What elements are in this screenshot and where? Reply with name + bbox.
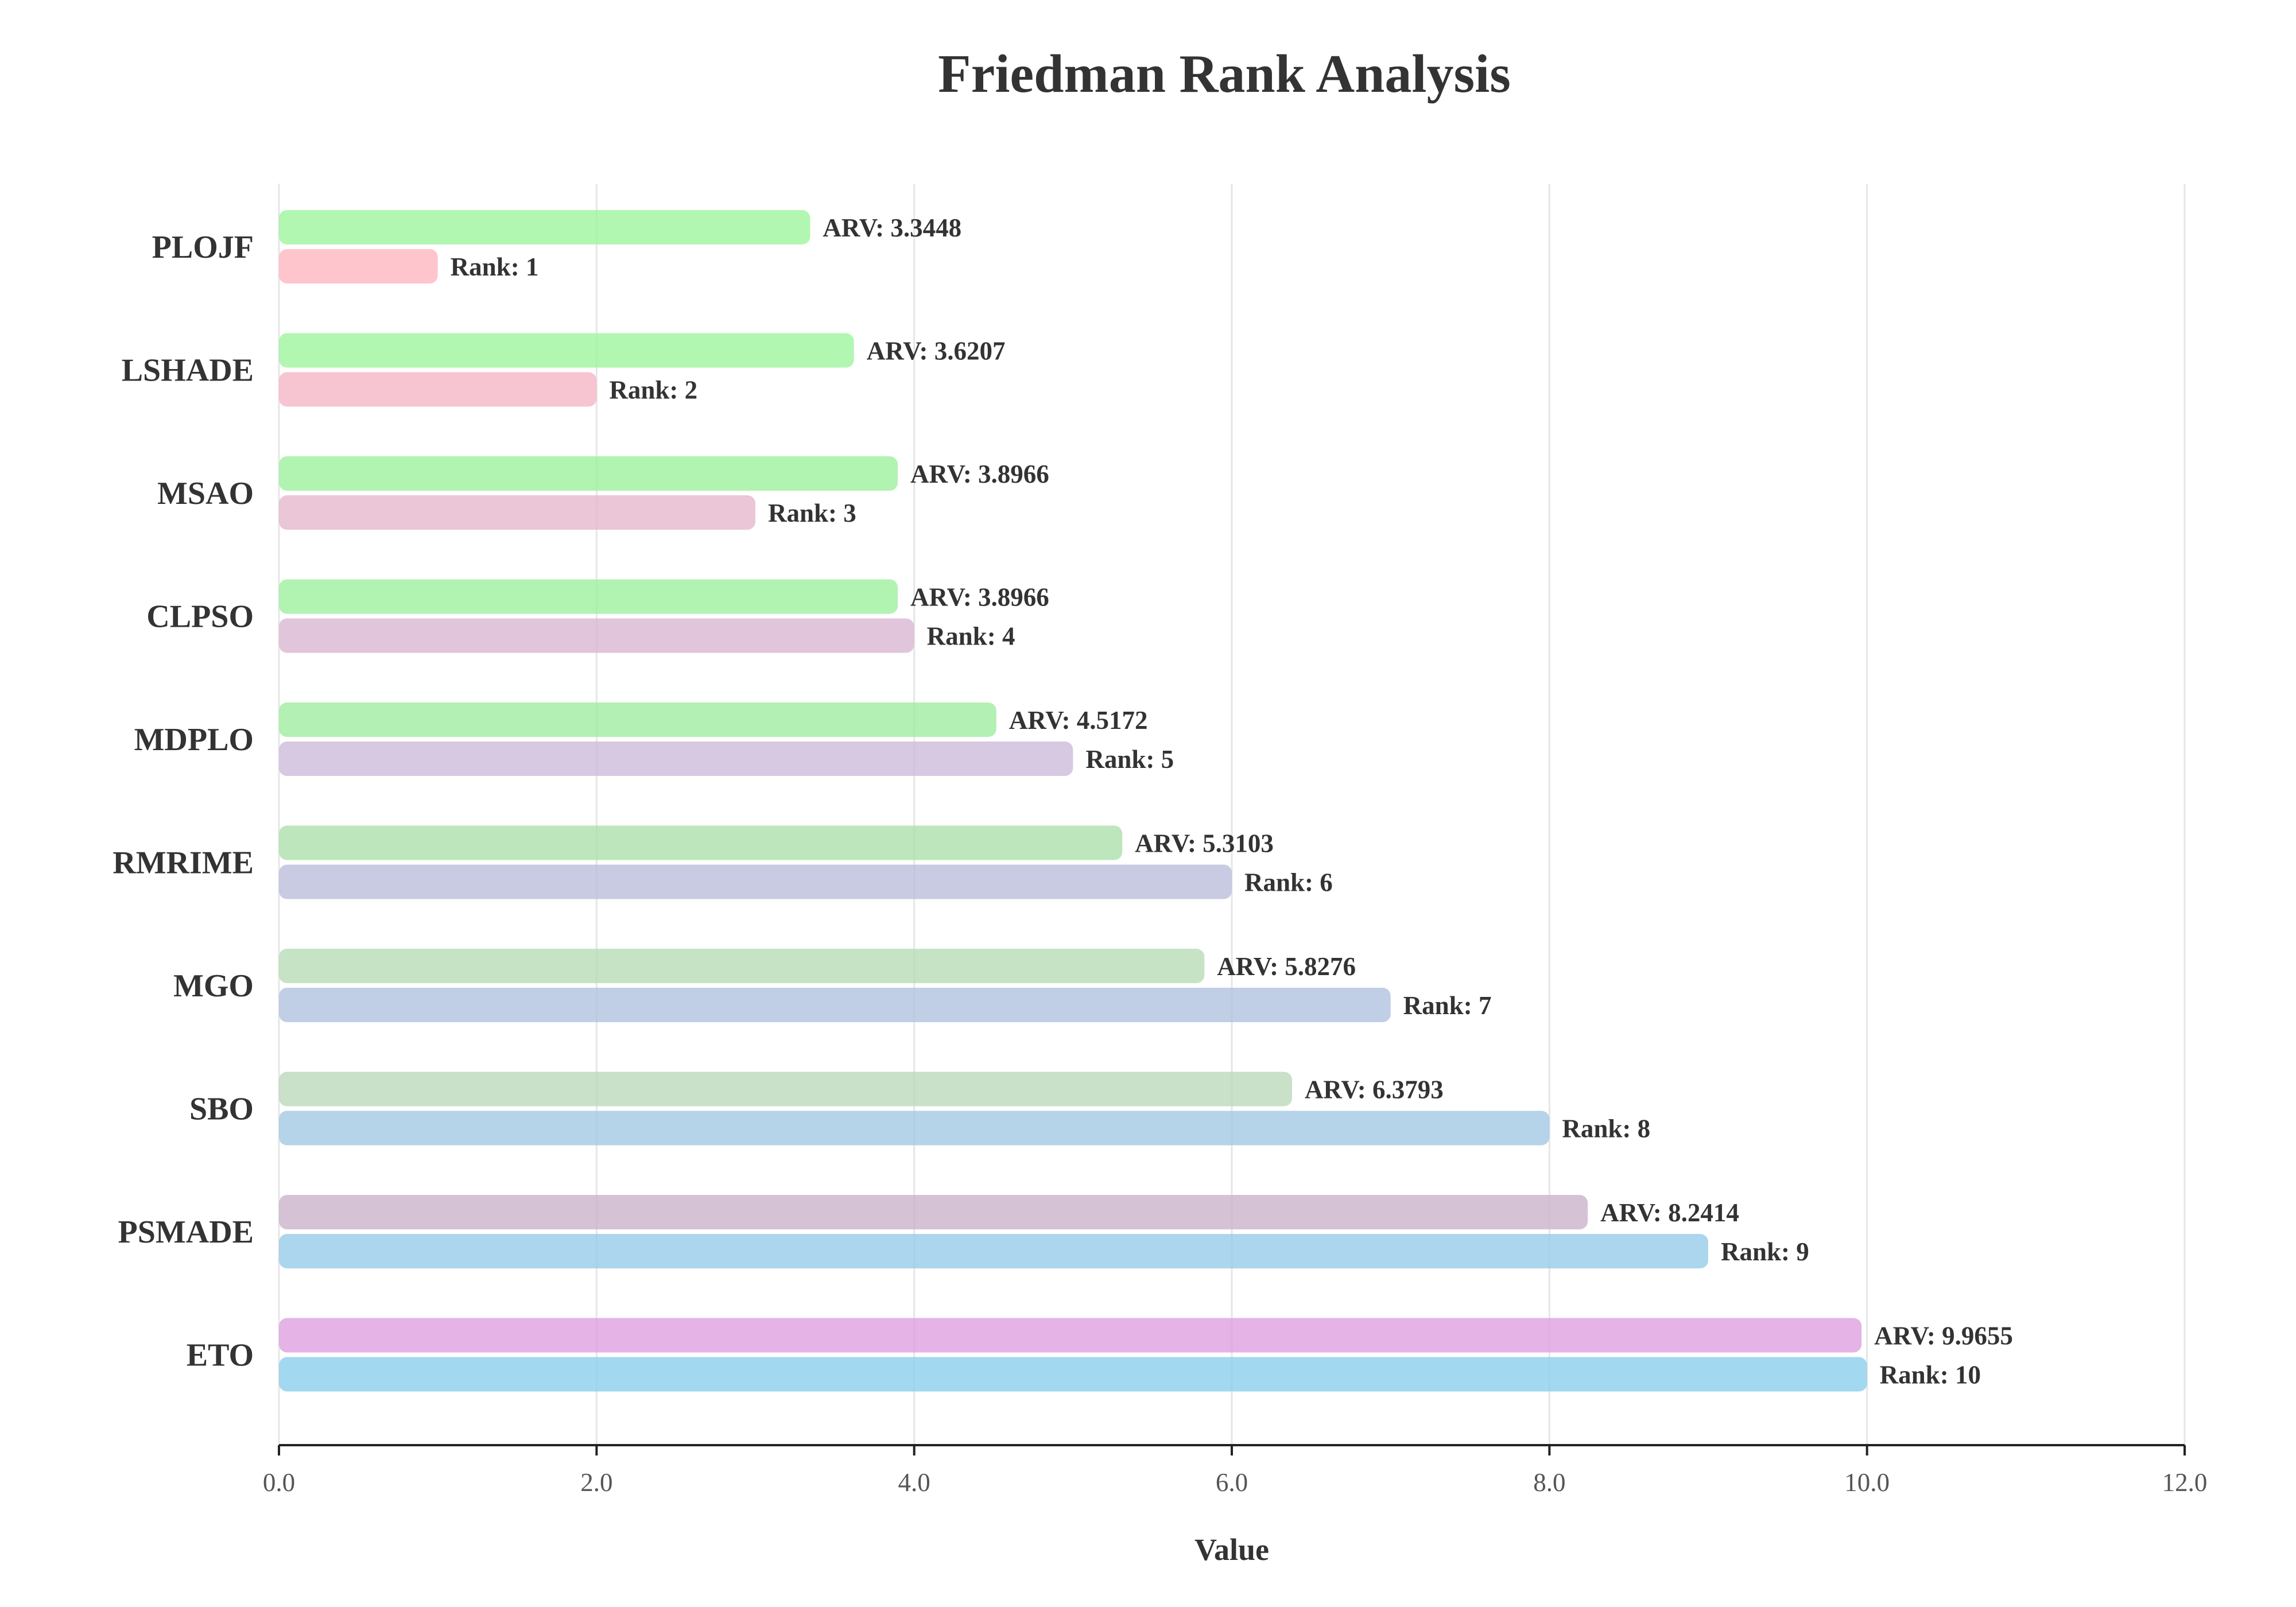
bars: ARV: 3.3448 Rank: 1 ARV: 3.6207 Rank: 2 ARV:… xyxy=(279,210,2013,1392)
category-labels: PLOJF LSHADE MSAO CLPSO MDPLO RMRIME MGO SBO PSM… xyxy=(113,230,254,1373)
chart-title: Friedman Rank Analysis xyxy=(938,44,1511,104)
arv-data-label: ARV: 9.9655 xyxy=(1874,1322,2013,1350)
category-label: MDPLO xyxy=(134,722,254,758)
arv-data-label: ARV: 3.3448 xyxy=(823,214,961,242)
rank-bar xyxy=(279,864,1232,899)
category-label: PLOJF xyxy=(152,230,254,265)
category-label: CLPSO xyxy=(146,599,254,635)
rank-data-label: Rank: 1 xyxy=(451,253,539,281)
arv-data-label: ARV: 5.3103 xyxy=(1135,829,1274,858)
arv-bar xyxy=(279,579,898,614)
x-tick-label: 2.0 xyxy=(580,1468,612,1497)
arv-bar xyxy=(279,456,898,491)
rank-bar xyxy=(279,618,914,653)
x-tick-label: 8.0 xyxy=(1533,1468,1565,1497)
rank-data-label: Rank: 9 xyxy=(1721,1237,1809,1266)
category-label: RMRIME xyxy=(113,845,254,881)
x-tick-label: 4.0 xyxy=(898,1468,930,1497)
rank-data-label: Rank: 6 xyxy=(1244,868,1333,897)
arv-bar xyxy=(279,1072,1292,1107)
arv-data-label: ARV: 5.8276 xyxy=(1217,952,1356,981)
category-label: MGO xyxy=(173,968,254,1004)
arv-bar xyxy=(279,1195,1588,1229)
arv-data-label: ARV: 3.8966 xyxy=(910,583,1049,612)
x-tick-label: 6.0 xyxy=(1216,1468,1248,1497)
x-tick-label: 10.0 xyxy=(1844,1468,1890,1497)
rank-data-label: Rank: 10 xyxy=(1880,1361,1981,1389)
category-label: SBO xyxy=(189,1092,254,1127)
rank-bar xyxy=(279,1357,1867,1392)
arv-bar xyxy=(279,825,1123,860)
arv-data-label: ARV: 4.5172 xyxy=(1009,706,1148,735)
rank-bar xyxy=(279,742,1073,776)
rank-bar xyxy=(279,249,438,284)
rank-bar xyxy=(279,1234,1708,1268)
category-label: MSAO xyxy=(157,476,254,511)
x-axis-ticks: 0.0 2.0 4.0 6.0 8.0 10.0 12.0 xyxy=(263,1445,2208,1497)
rank-data-label: Rank: 3 xyxy=(768,499,856,527)
x-axis-label: Value xyxy=(1194,1532,1269,1567)
rank-bar xyxy=(279,1111,1550,1146)
rank-bar xyxy=(279,988,1391,1022)
arv-bar xyxy=(279,949,1205,983)
arv-data-label: ARV: 8.2414 xyxy=(1600,1198,1739,1227)
rank-data-label: Rank: 8 xyxy=(1562,1115,1650,1143)
rank-bar xyxy=(279,495,755,530)
arv-data-label: ARV: 3.8966 xyxy=(910,460,1049,488)
rank-bar xyxy=(279,372,597,407)
rank-data-label: Rank: 5 xyxy=(1085,745,1174,774)
arv-bar xyxy=(279,1318,1862,1353)
rank-data-label: Rank: 2 xyxy=(609,376,697,405)
arv-data-label: ARV: 6.3793 xyxy=(1305,1076,1444,1104)
category-label: PSMADE xyxy=(118,1214,254,1250)
arv-bar xyxy=(279,210,810,244)
x-tick-label: 0.0 xyxy=(263,1468,295,1497)
category-label: ETO xyxy=(187,1338,254,1373)
arv-bar xyxy=(279,333,854,368)
x-tick-label: 12.0 xyxy=(2162,1468,2208,1497)
category-label: LSHADE xyxy=(122,353,254,389)
arv-data-label: ARV: 3.6207 xyxy=(867,337,1006,366)
rank-data-label: Rank: 4 xyxy=(927,622,1015,651)
arv-bar xyxy=(279,702,996,737)
rank-data-label: Rank: 7 xyxy=(1403,991,1492,1020)
gridlines xyxy=(278,184,2186,1445)
